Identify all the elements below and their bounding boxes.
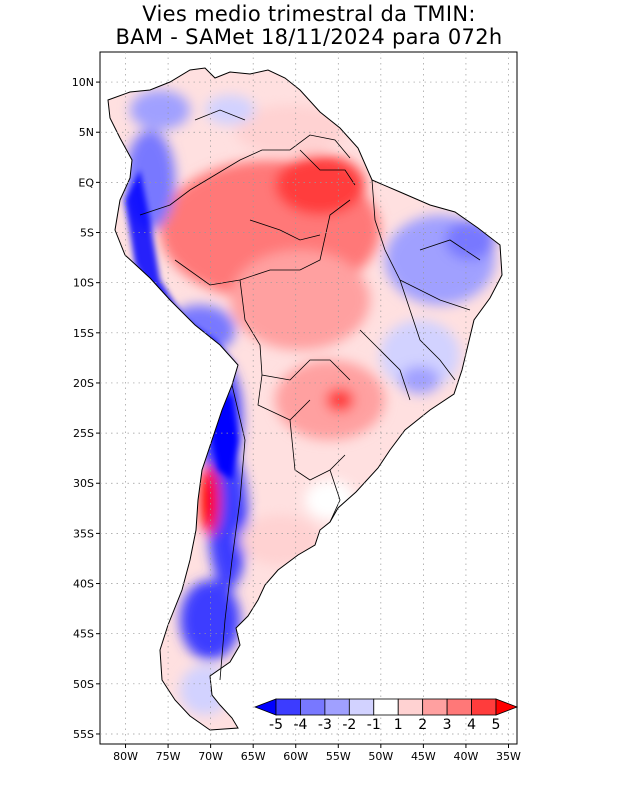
lat-tick-label: 50S [73, 678, 94, 691]
colorbar-label: 5 [492, 717, 501, 733]
lat-tick-label: EQ [78, 176, 94, 189]
lat-tick-label: 30S [73, 477, 94, 490]
lat-tick-label: 40S [73, 578, 94, 591]
lat-tick-label: 5N [79, 126, 94, 139]
lon-tick-label: 80W [113, 750, 138, 763]
lat-tick-label: 25S [73, 427, 94, 440]
longitude-labels: 80W 75W 70W 65W 60W 55W 50W 45W 40W 35W [113, 750, 521, 763]
lat-tick-label: 45S [73, 628, 94, 641]
lon-tick-label: 40W [454, 750, 479, 763]
colorbar-cell [324, 698, 350, 716]
lat-tick-label: 15S [73, 327, 94, 340]
colorbar-cell [275, 698, 301, 716]
colorbar-label: -1 [367, 717, 381, 733]
colorbar-label: 3 [443, 717, 452, 733]
colorbar-label: -2 [342, 717, 356, 733]
colorbar-label: 1 [394, 717, 403, 733]
lon-tick-label: 35W [496, 750, 521, 763]
latitude-labels: 10N 5N EQ 5S 10S 15S 20S 25S 30S 35S 40S 45S 50S 55S [72, 76, 95, 741]
colorbar-cell [300, 698, 326, 716]
lon-tick-label: 50W [368, 750, 393, 763]
colorbar-cell [373, 698, 399, 716]
colorbar-cell [422, 698, 448, 716]
axis-ticks [96, 81, 509, 748]
map-title-line-1: Vies medio trimestral da TMIN: [142, 2, 476, 26]
colorbar-cell [348, 698, 375, 716]
colorbar-label: -4 [293, 717, 307, 733]
lat-tick-label: 55S [73, 728, 94, 741]
lat-tick-label: 35S [73, 527, 94, 540]
lon-tick-label: 55W [326, 750, 351, 763]
map-title-line-2: BAM - SAMet 18/11/2024 para 072h [115, 25, 503, 49]
colorbar-cell [446, 698, 472, 716]
lon-tick-label: 65W [241, 750, 266, 763]
lat-tick-label: 5S [80, 227, 94, 240]
lat-tick-label: 10N [72, 76, 94, 89]
lat-tick-label: 10S [73, 277, 94, 290]
lon-tick-label: 60W [283, 750, 308, 763]
country-borders [139, 109, 481, 681]
coastline [107, 67, 503, 731]
lon-tick-label: 75W [156, 750, 181, 763]
colorbar-label: -3 [318, 717, 332, 733]
colorbar-label: 2 [418, 717, 427, 733]
colorbar-right-arrow [495, 698, 519, 716]
colorbar: -5 -4 -3 -2 -1 1 2 3 4 5 [253, 698, 519, 733]
lon-tick-label: 70W [198, 750, 223, 763]
graticule [100, 52, 517, 744]
lat-tick-label: 20S [73, 377, 94, 390]
colorbar-label: 4 [467, 717, 476, 733]
lon-tick-label: 45W [411, 750, 436, 763]
colorbar-cell [471, 698, 497, 716]
colorbar-cell [397, 698, 424, 716]
colorbar-label: -5 [269, 717, 283, 733]
